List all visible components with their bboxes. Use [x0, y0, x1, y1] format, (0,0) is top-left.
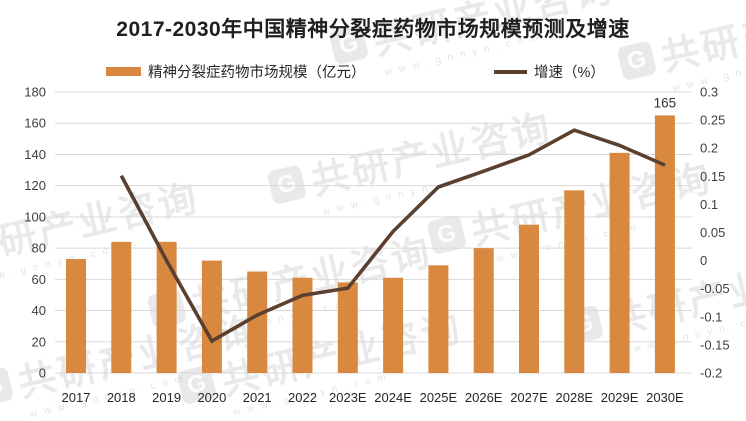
x-axis-label: 2028E	[556, 390, 594, 405]
x-axis-label: 2030E	[646, 390, 684, 405]
bar	[66, 259, 86, 373]
bar	[292, 277, 313, 373]
bar-value-label: 165	[654, 95, 677, 110]
x-axis-label: 2029E	[601, 390, 639, 405]
legend: 精神分裂症药物市场规模（亿元） 增速（%）	[0, 61, 746, 81]
x-axis-label: 2027E	[510, 390, 548, 405]
right-axis-tick-label: 0.3	[700, 85, 718, 100]
line-series-swatch-icon	[494, 69, 527, 74]
right-axis-tick-label: 0.05	[700, 225, 725, 240]
x-axis-label: 2023E	[329, 390, 367, 405]
left-axis-tick-label: 100	[24, 209, 46, 224]
legend-label-market-size: 精神分裂症药物市场规模（亿元）	[148, 65, 366, 81]
x-axis-label: 2024E	[374, 390, 412, 405]
right-axis-tick-label: -0.05	[700, 281, 730, 296]
right-axis-tick-label: -0.2	[700, 366, 722, 381]
right-axis-tick-label: -0.1	[700, 309, 722, 324]
x-axis-label: 2021	[243, 390, 272, 405]
x-axis-label: 2026E	[465, 390, 503, 405]
bar	[473, 248, 494, 373]
bar	[609, 152, 630, 373]
x-axis-label: 2022	[288, 390, 317, 405]
bar-series-swatch-icon	[106, 67, 141, 76]
x-axis-label: 2020	[197, 390, 226, 405]
growth-line	[119, 128, 666, 344]
left-axis-tick-label: 20	[32, 334, 46, 349]
right-axis-tick-label: -0.15	[700, 337, 730, 352]
left-axis-tick-label: 40	[32, 303, 46, 318]
left-axis-tick-label: 80	[32, 241, 46, 256]
bar	[156, 241, 177, 373]
bar	[337, 282, 358, 373]
legend-item-market-size: 精神分裂症药物市场规模（亿元）	[106, 61, 366, 82]
chart-title: 2017-2030年中国精神分裂症药物市场规模预测及增速	[116, 18, 630, 41]
bar	[383, 277, 404, 373]
x-axis-label: 2025E	[420, 390, 458, 405]
bar	[428, 265, 449, 373]
legend-label-growth: 增速（%）	[534, 65, 605, 81]
right-axis-tick-label: 0.1	[700, 197, 718, 212]
right-axis-tick-label: 0.2	[700, 141, 718, 156]
bar	[519, 224, 539, 373]
left-axis-tick-label: 60	[32, 272, 46, 287]
right-axis-tick-label: 0.15	[700, 169, 725, 184]
left-axis-tick-label: 180	[24, 85, 46, 100]
bar	[201, 260, 222, 373]
bar	[111, 241, 132, 373]
bar	[564, 190, 585, 373]
legend-item-growth: 增速（%）	[494, 61, 605, 82]
left-axis-tick-label: 0	[39, 366, 46, 381]
bar	[654, 115, 675, 374]
left-axis-tick-label: 120	[24, 178, 46, 193]
x-axis-label: 2018	[107, 390, 136, 405]
left-axis-tick-label: 140	[24, 147, 46, 162]
right-axis-tick-label: 0	[700, 253, 707, 268]
x-axis-label: 2019	[152, 390, 181, 405]
left-axis-tick-label: 160	[24, 116, 46, 131]
right-axis-tick-label: 0.25	[700, 113, 725, 128]
bar	[247, 271, 268, 373]
x-axis-label: 2017	[62, 390, 91, 405]
